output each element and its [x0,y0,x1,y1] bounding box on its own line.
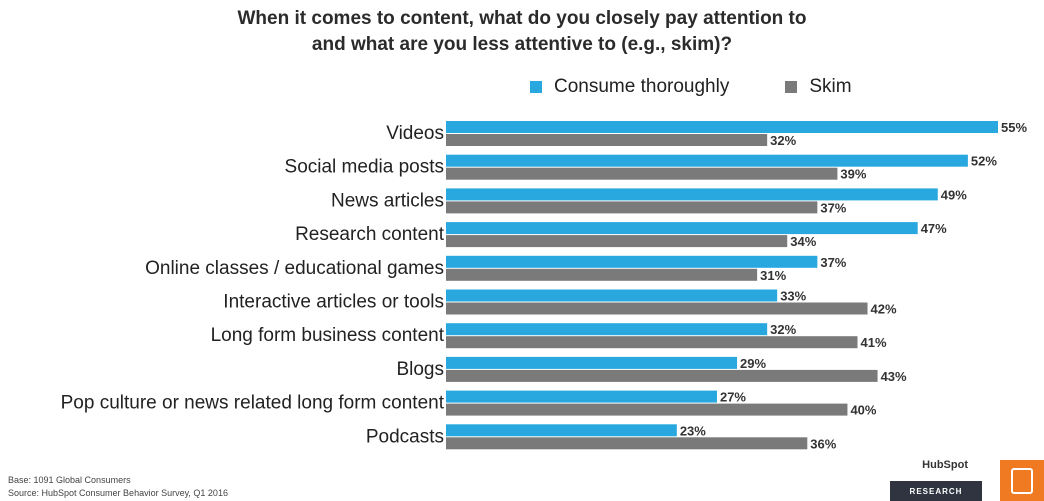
bar-skim [446,235,788,248]
category-label: Blogs [396,359,444,380]
value-label-skim: 43% [881,369,907,384]
value-label-consume: 29% [740,356,766,371]
value-label-skim: 42% [871,302,897,317]
category-label: Online classes / educational games [145,258,444,279]
category-label: Podcasts [366,426,444,447]
category-label: Research content [295,224,445,245]
bar-skim [446,268,758,281]
category-label: Long form business content [211,325,445,346]
bar-skim [446,369,878,382]
legend-swatch-consume [530,81,542,93]
bar-skim [446,201,818,214]
chart-title-line-1: When it comes to content, what do you cl… [237,8,807,29]
legend-label-skim: Skim [809,76,852,97]
bar-skim [446,403,848,416]
category-label: News articles [331,190,444,211]
bar-skim [446,302,868,315]
value-label-skim: 34% [790,234,816,249]
value-label-consume: 27% [720,390,746,405]
bar-consume-thoroughly [446,356,738,369]
bar-consume-thoroughly [446,323,768,336]
footnote-base: Base: 1091 Global Consumers [8,475,131,485]
legend-item-consume: Consume thoroughly [530,76,729,98]
value-label-skim: 40% [850,403,876,418]
category-label: Pop culture or news related long form co… [61,393,445,414]
value-label-consume: 47% [921,221,947,236]
value-label-consume: 49% [941,187,967,202]
bar-skim [446,167,838,180]
legend-label-consume: Consume thoroughly [554,76,730,97]
legend-item-skim: Skim [785,76,852,98]
legend-swatch-skim [785,81,798,93]
bar-consume-thoroughly [446,188,938,201]
chart-title-line-2: and what are you less attentive to (e.g.… [311,34,733,55]
bar-consume-thoroughly [446,121,998,133]
value-label-consume: 23% [680,423,706,438]
category-label: Interactive articles or tools [223,292,444,313]
value-label-skim: 39% [840,167,866,182]
research-badge: RESEARCH [890,481,982,501]
category-label: Social media posts [285,157,444,178]
value-label-skim: 31% [760,268,786,283]
hubspot-logo: HubSpot [922,459,968,471]
footnote-source: Source: HubSpot Consumer Behavior Survey… [8,488,228,498]
research-report-icon [1000,460,1044,501]
bar-skim [446,437,808,450]
value-label-skim: 32% [770,133,796,148]
bar-consume-thoroughly [446,154,968,167]
bar-skim [446,134,768,146]
chart-legend: Consume thoroughly Skim [530,74,908,100]
value-label-consume: 37% [820,255,846,270]
value-label-consume: 55% [1001,120,1027,135]
bar-consume-thoroughly [446,424,677,437]
bar-consume-thoroughly [446,255,818,268]
bar-skim [446,336,858,349]
value-label-skim: 41% [860,335,886,350]
value-label-consume: 33% [780,289,806,304]
value-label-consume: 52% [971,154,997,169]
value-label-skim: 37% [820,200,846,215]
bar-consume-thoroughly [446,222,918,235]
bar-consume-thoroughly [446,289,778,302]
category-label: Videos [386,123,444,144]
value-label-consume: 32% [770,322,796,337]
value-label-skim: 36% [810,436,836,451]
bar-consume-thoroughly [446,390,717,403]
chart-title: When it comes to content, what do you cl… [0,6,1044,58]
